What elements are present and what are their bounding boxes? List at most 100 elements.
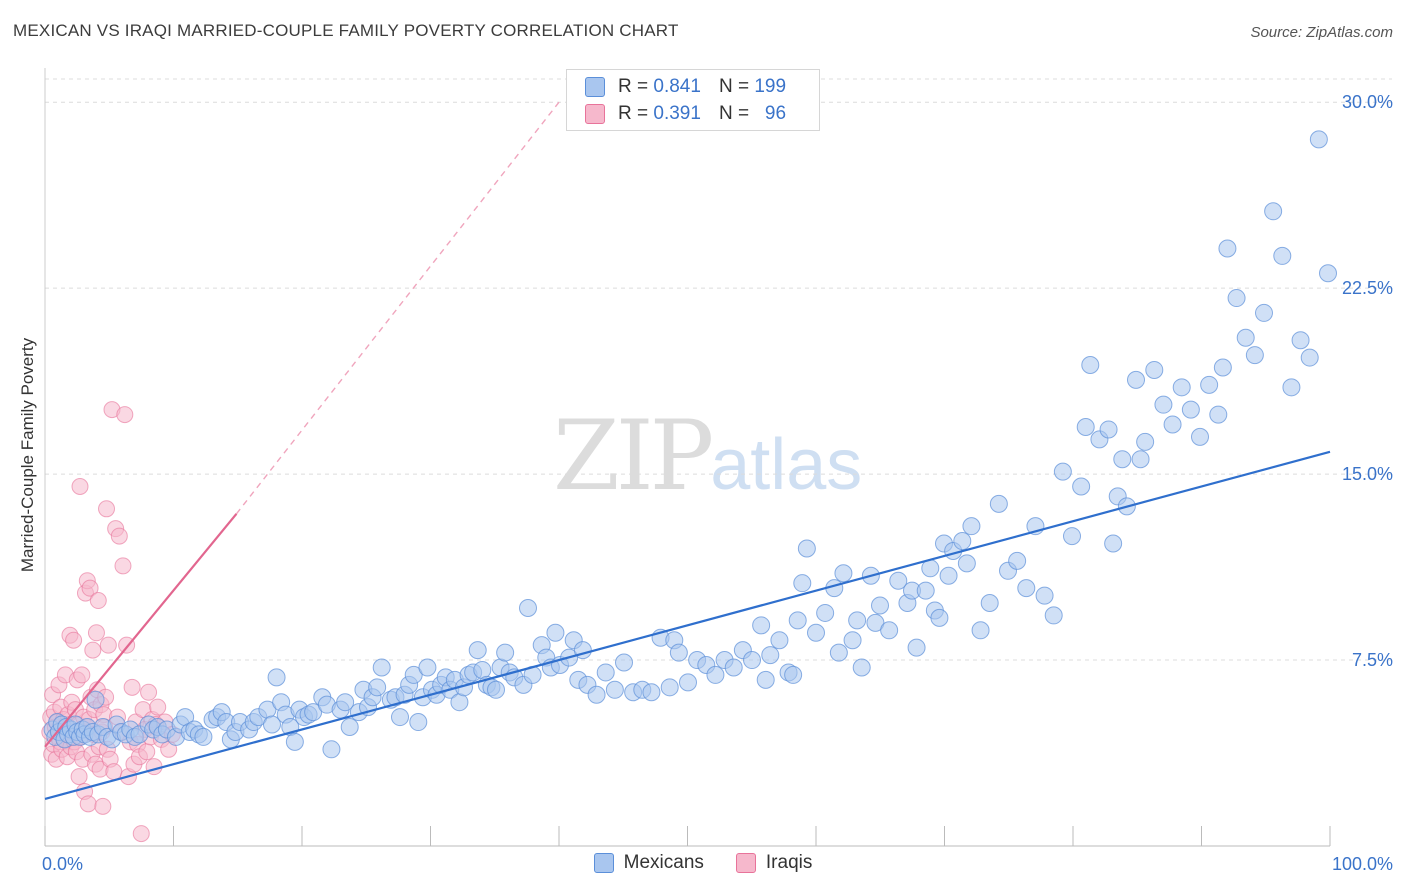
mexicans-point bbox=[1017, 579, 1036, 598]
mexicans-point bbox=[322, 740, 341, 759]
mexicans-point bbox=[1264, 202, 1283, 221]
mexicans-point bbox=[194, 727, 213, 746]
mexicans-point bbox=[368, 678, 387, 697]
legend-label-mexicans: Mexicans bbox=[623, 852, 704, 873]
mexicans-point bbox=[546, 623, 565, 642]
series-legend: Mexicans Iraqis bbox=[0, 852, 1406, 874]
mexicans-point bbox=[86, 690, 105, 709]
mexicans-point bbox=[1072, 477, 1091, 496]
mexicans-point bbox=[1172, 378, 1191, 397]
r-value-mexicans: 0.841 bbox=[653, 76, 701, 97]
mexicans-point bbox=[450, 693, 469, 712]
mexicans-point bbox=[829, 643, 848, 662]
mexicans-point bbox=[1218, 239, 1237, 258]
mexicans-point bbox=[285, 732, 304, 751]
mexicans-point bbox=[866, 613, 885, 632]
mexicans-point bbox=[1136, 432, 1155, 451]
mexicans-point bbox=[706, 665, 725, 684]
mexicans-point bbox=[669, 643, 688, 662]
mexicans-point bbox=[1273, 246, 1292, 265]
mexicans-point bbox=[807, 623, 825, 642]
mexicans-point bbox=[788, 611, 807, 630]
mexicans-point bbox=[1209, 405, 1228, 424]
iraqis-point bbox=[87, 624, 105, 642]
mexicans-point bbox=[1227, 289, 1246, 308]
mexicans-point bbox=[971, 621, 990, 640]
y-tick-label: 15.0% bbox=[1342, 464, 1393, 484]
iraqis-point bbox=[110, 527, 128, 545]
mexicans-legend-swatch bbox=[593, 853, 614, 873]
y-tick-label: 22.5% bbox=[1342, 278, 1393, 298]
mexicans-point bbox=[267, 668, 286, 687]
mexicans-point bbox=[1008, 551, 1027, 570]
watermark-atlas: atlas bbox=[710, 425, 863, 505]
mexicans-point bbox=[784, 665, 803, 684]
mexicans-point bbox=[1081, 356, 1100, 375]
mexicans-point bbox=[1319, 264, 1337, 283]
mexicans-point bbox=[1309, 130, 1328, 149]
mexicans-point bbox=[587, 685, 606, 704]
mexicans-point bbox=[752, 616, 771, 635]
mexicans-point bbox=[743, 651, 761, 670]
iraqis-point bbox=[71, 477, 89, 495]
mexicans-point bbox=[1300, 348, 1319, 367]
legend-item-iraqis[interactable]: Iraqis bbox=[735, 852, 812, 874]
iraqis-point bbox=[140, 683, 158, 701]
iraqis-point bbox=[99, 636, 117, 654]
mexicans-point bbox=[404, 665, 423, 684]
iraqis-point bbox=[98, 500, 116, 518]
iraqis-point bbox=[94, 797, 112, 815]
mexicans-point bbox=[340, 717, 359, 736]
legend-item-mexicans[interactable]: Mexicans bbox=[593, 852, 704, 874]
mexicans-point bbox=[989, 494, 1008, 513]
y-tick-label: 7.5% bbox=[1352, 650, 1393, 670]
mexicans-point bbox=[1127, 370, 1145, 389]
mexicans-point bbox=[615, 653, 633, 672]
mexicans-point bbox=[372, 658, 391, 677]
iraqis-point bbox=[132, 825, 150, 843]
mexicans-point bbox=[1063, 527, 1081, 546]
chart-title: MEXICAN VS IRAQI MARRIED-COUPLE FAMILY P… bbox=[13, 21, 679, 40]
mexicans-point bbox=[871, 596, 889, 615]
mexicans-point bbox=[843, 631, 862, 650]
mexicans-point bbox=[907, 638, 926, 657]
mexicans-point bbox=[336, 693, 355, 712]
mexicans-point bbox=[391, 708, 409, 727]
n-value-iraqis: 96 bbox=[764, 103, 787, 124]
iraqis-point bbox=[89, 592, 107, 610]
mexicans-point bbox=[724, 658, 743, 677]
mexicans-point bbox=[473, 660, 492, 679]
iraqis-point bbox=[145, 758, 163, 776]
n-label: N = bbox=[718, 103, 750, 124]
iraqis-point bbox=[73, 666, 91, 684]
mexicans-point bbox=[852, 658, 871, 677]
mexicans-point bbox=[1163, 415, 1182, 434]
iraqis-point bbox=[65, 631, 83, 649]
iraqis-point bbox=[70, 768, 88, 786]
iraqis-swatch bbox=[585, 104, 605, 124]
mexicans-point bbox=[761, 646, 780, 665]
mexicans-point bbox=[1053, 462, 1072, 481]
mexicans-point bbox=[980, 594, 999, 613]
mexicans-point bbox=[1255, 303, 1273, 322]
r-label: R = bbox=[618, 103, 649, 124]
source-label: Source: ZipAtlas.com bbox=[1250, 24, 1393, 41]
mexicans-point bbox=[660, 678, 679, 697]
mexicans-point bbox=[468, 641, 487, 660]
iraqis-point bbox=[114, 557, 132, 575]
y-tick-label: 30.0% bbox=[1342, 92, 1393, 112]
iraqis-trendline bbox=[44, 513, 238, 748]
iraqis-point bbox=[149, 698, 167, 716]
mexicans-point bbox=[1236, 328, 1255, 347]
mexicans-point bbox=[487, 680, 505, 699]
mexicans-point bbox=[1200, 375, 1219, 394]
iraqis-legend-swatch bbox=[735, 853, 756, 873]
mexicans-point bbox=[939, 566, 958, 585]
mexicans-point bbox=[1282, 378, 1301, 397]
mexicans-point bbox=[1154, 395, 1173, 414]
watermark: ZIPatlas bbox=[553, 400, 862, 512]
mexicans-point bbox=[1104, 534, 1123, 553]
mexicans-point bbox=[1131, 450, 1150, 469]
mexicans-point bbox=[605, 680, 624, 699]
mexicans-point bbox=[1291, 331, 1310, 350]
